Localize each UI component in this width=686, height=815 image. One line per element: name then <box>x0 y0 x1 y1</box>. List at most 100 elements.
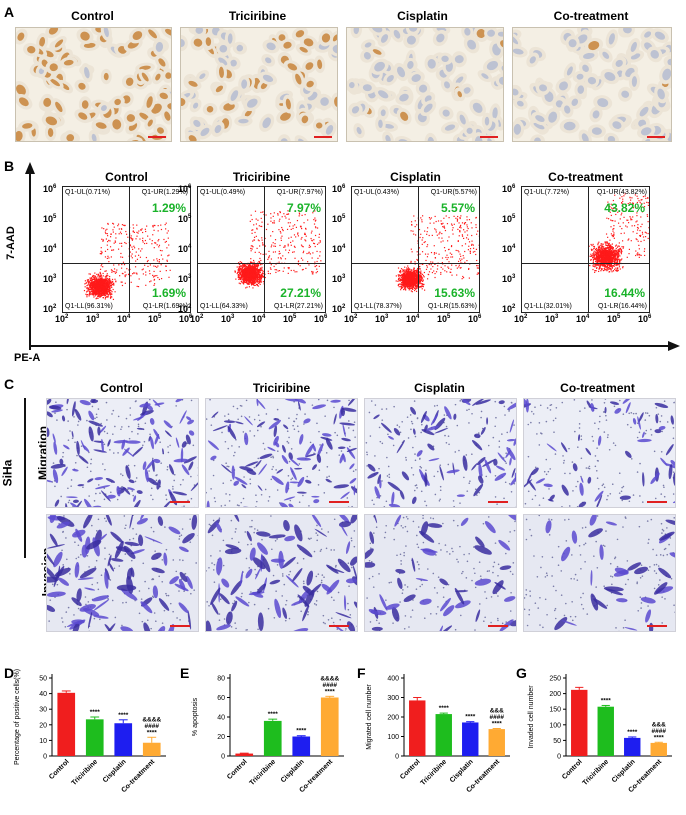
flow-x-tick: 102 <box>190 314 204 324</box>
flow-y-tick: 102 <box>178 304 192 314</box>
y-tick-label: 0 <box>395 754 399 761</box>
scale-bar <box>480 136 498 138</box>
bar <box>409 700 426 756</box>
y-tick-label: 80 <box>217 676 225 683</box>
quadrant-ur-value: 1.29% <box>151 201 186 215</box>
quadrant-ul-label: Q1-UL(7.72%) <box>524 189 570 196</box>
x-tick-label: Triciribine <box>71 758 100 787</box>
significance-label: &&&& <box>320 675 339 682</box>
x-tick-label: Control <box>226 758 249 781</box>
flow-x-tick: 103 <box>375 314 389 324</box>
flow-plot-control: Q1-UL(0.71%) Q1-UR(1.29%) Q1-LL(96.31%) Q1-… <box>62 186 191 313</box>
flow-y-tick: 104 <box>502 244 516 254</box>
bar-chart-f: Migrated cell number 0 100 200 300 400 Control… <box>362 660 524 815</box>
y-tick-label: 0 <box>221 754 225 761</box>
y-tick-label: 40 <box>39 691 47 698</box>
quadrant-lr-label: Q1-LR(1.69%) <box>142 303 188 310</box>
panel-b-label: B <box>4 158 15 174</box>
invasion-image-cotreatment <box>523 514 676 632</box>
y-tick-label: 20 <box>217 734 225 741</box>
flow-x-tick: 106 <box>314 314 328 324</box>
bar <box>624 737 641 756</box>
flow-x-tick: 102 <box>514 314 528 324</box>
bar <box>235 753 254 756</box>
panel-c-title-triciribine: Triciribine <box>252 381 311 395</box>
y-tick-label: 200 <box>387 715 399 722</box>
flow-x-tick: 102 <box>55 314 69 324</box>
panel-c-title-cisplatin: Cisplatin <box>414 381 465 395</box>
x-tick-label: Control <box>561 758 584 781</box>
flow-y-tick: 103 <box>178 274 192 284</box>
flow-y-axis-label: 7-AAD <box>4 226 17 260</box>
y-tick-label: 0 <box>43 754 47 761</box>
flow-y-tick: 104 <box>43 244 57 254</box>
significance-label: **** <box>296 728 307 735</box>
y-tick-label: 100 <box>549 722 561 729</box>
scale-bar <box>314 136 332 138</box>
flow-x-tick: 104 <box>406 314 420 324</box>
bar <box>435 714 452 756</box>
panel-c-label: C <box>4 376 15 392</box>
bar <box>571 689 588 756</box>
quadrant-ll-label: Q1-LL(32.01%) <box>524 303 572 310</box>
quadrant-ll-label: Q1-LL(78.37%) <box>354 303 402 310</box>
scale-bar <box>148 136 166 138</box>
significance-label: #### <box>145 723 160 730</box>
bar <box>650 742 667 756</box>
flow-x-tick: 102 <box>344 314 358 324</box>
ihc-image-cotreatment <box>512 27 672 142</box>
quadrant-ll-label: Q1-LL(96.31%) <box>65 303 113 310</box>
bar-chart-d: Percentage of positive cells(%) 0 10 20 30 40… <box>10 660 180 815</box>
flow-x-tick: 104 <box>576 314 590 324</box>
panel-b-title-cotreatment: Co-treatment <box>548 170 623 184</box>
quadrant-ur-value: 5.57% <box>440 201 475 215</box>
significance-label: **** <box>627 729 638 736</box>
quadrant-ll-label: Q1-LL(64.33%) <box>200 303 248 310</box>
y-tick-label: 250 <box>549 676 561 683</box>
bar <box>597 706 614 756</box>
panel-a-title-control: Control <box>71 9 114 23</box>
y-axis-label: Migrated cell number <box>366 684 373 750</box>
ihc-image-control <box>15 27 172 142</box>
flow-y-tick: 104 <box>332 244 346 254</box>
migration-image-triciribine <box>205 398 358 508</box>
ihc-image-cisplatin <box>346 27 504 142</box>
flow-y-tick: 105 <box>332 214 346 224</box>
flow-plot-cisplatin: Q1-UL(0.43%) Q1-UR(5.57%) Q1-LL(78.37%) Q1-… <box>351 186 480 313</box>
flow-y-tick: 104 <box>178 244 192 254</box>
panel-f-label: F <box>357 665 366 681</box>
invasion-image-triciribine <box>205 514 358 632</box>
significance-label: **** <box>147 729 158 736</box>
flow-x-tick: 105 <box>607 314 621 324</box>
y-axis-label: Invaded cell number <box>528 685 535 749</box>
y-tick-label: 400 <box>387 676 399 683</box>
quadrant-ur-value: 7.97% <box>286 201 321 215</box>
bar <box>320 697 339 756</box>
significance-label: **** <box>325 688 336 695</box>
panel-g-label: G <box>516 665 527 681</box>
flow-y-tick: 105 <box>43 214 57 224</box>
quadrant-ur-label: Q1-UR(43.82%) <box>596 189 647 196</box>
y-tick-label: 300 <box>387 695 399 702</box>
flow-x-axis-label: PE-A <box>14 352 41 364</box>
y-tick-label: 100 <box>387 734 399 741</box>
panel-e-label: E <box>180 665 190 681</box>
flow-y-tick: 106 <box>332 184 346 194</box>
y-tick-label: 150 <box>549 707 561 714</box>
flow-y-tick: 103 <box>332 274 346 284</box>
y-tick-label: 60 <box>217 695 225 702</box>
invasion-image-cisplatin <box>364 514 517 632</box>
panel-b-title-triciribine: Triciribine <box>232 170 291 184</box>
y-tick-label: 20 <box>39 722 47 729</box>
panel-c-title-cotreatment: Co-treatment <box>560 381 635 395</box>
flow-x-tick: 106 <box>179 314 193 324</box>
quadrant-ur-value: 43.82% <box>604 201 645 215</box>
bar <box>462 722 479 756</box>
ihc-image-triciribine <box>180 27 338 142</box>
y-tick-label: 50 <box>39 676 47 683</box>
bar <box>488 729 505 756</box>
significance-label: &&& <box>652 721 666 728</box>
flow-y-tick: 102 <box>43 304 57 314</box>
bar <box>292 736 311 756</box>
flow-y-tick: 102 <box>332 304 346 314</box>
